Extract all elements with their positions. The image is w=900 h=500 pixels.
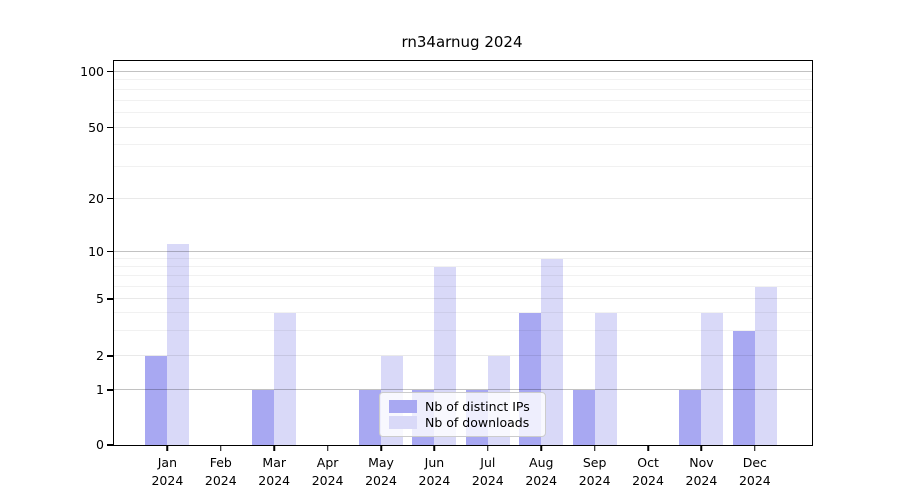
x-tick-label-jul: Jul 2024 [471, 455, 504, 489]
x-tick-label-jun: Jun 2024 [418, 455, 451, 489]
x-tick-may [380, 445, 382, 451]
minor-gridline-6 [114, 285, 812, 287]
x-tick-label-sep: Sep 2024 [578, 455, 611, 489]
y-tick-label-1: 1 [96, 382, 104, 398]
legend-label-distinct-ips: Nb of distinct IPs [425, 399, 530, 414]
bar-distinct-ips-sep [572, 390, 595, 445]
major-gridline-20 [114, 197, 812, 199]
x-tick-label-mar: Mar 2024 [258, 455, 291, 489]
y-tick-20 [107, 197, 113, 200]
legend-item-downloads: Nb of downloads [389, 415, 537, 430]
x-tick-dec [754, 445, 756, 451]
legend-swatch-distinct-ips [389, 400, 417, 413]
decade-gridline-10 [114, 250, 812, 252]
y-tick-label-10: 10 [88, 243, 104, 259]
legend-label-downloads: Nb of downloads [425, 415, 530, 430]
major-gridline-5 [114, 298, 812, 300]
legend-swatch-downloads [389, 416, 417, 429]
minor-gridline-60 [114, 112, 812, 114]
decade-gridline-1 [114, 389, 812, 391]
x-tick-apr [326, 445, 329, 451]
x-tick-label-may: May 2024 [365, 455, 397, 489]
minor-gridline-9 [114, 257, 812, 259]
bar-downloads-jan [167, 244, 190, 445]
bar-distinct-ips-mar [252, 390, 275, 445]
bar-distinct-ips-nov [679, 390, 702, 445]
bar-distinct-ips-may [359, 390, 382, 445]
x-tick-mar [273, 445, 275, 451]
y-tick-0 [107, 444, 113, 446]
y-tick-label-100: 100 [80, 63, 104, 79]
major-gridline-50 [114, 126, 812, 128]
x-tick-aug [540, 445, 542, 451]
bar-downloads-dec [754, 286, 777, 445]
y-tick-label-50: 50 [88, 119, 104, 135]
minor-gridline-8 [114, 266, 812, 268]
minor-gridline-40 [114, 144, 812, 145]
x-tick-label-nov: Nov 2024 [685, 455, 718, 489]
x-tick-jan [166, 445, 169, 451]
y-tick-label-2: 2 [96, 348, 104, 363]
minor-gridline-30 [114, 166, 812, 168]
x-tick-sep [593, 445, 596, 451]
chart-title: rn34arnug 2024 [401, 33, 523, 51]
y-tick-1 [107, 389, 113, 391]
minor-gridline-80 [114, 88, 812, 90]
x-tick-jun [433, 445, 436, 451]
x-tick-label-oct: Oct 2024 [632, 455, 664, 489]
y-tick-50 [107, 126, 113, 129]
bar-downloads-mar [274, 313, 297, 445]
x-tick-feb [220, 445, 222, 451]
bar-downloads-sep [594, 313, 617, 445]
x-tick-jul [487, 445, 489, 451]
y-tick-label-5: 5 [96, 291, 104, 307]
decade-gridline-100 [114, 70, 812, 72]
y-tick-100 [107, 70, 113, 73]
bar-downloads-nov [701, 313, 724, 445]
minor-gridline-4 [114, 312, 812, 314]
legend: Nb of distinct IPs Nb of downloads [379, 392, 546, 437]
legend-item-distinct-ips: Nb of distinct IPs [389, 399, 537, 414]
bar-distinct-ips-jan [145, 356, 168, 445]
x-tick-nov [700, 445, 703, 451]
y-tick-10 [107, 250, 113, 253]
plot-area: 0 1 2 5 10 20 50 100 Jan 2024 Feb 2024 Mar 2024 Apr… [80, 60, 813, 488]
y-tick-label-20: 20 [88, 190, 104, 206]
x-tick-label-dec: Dec 2024 [738, 455, 771, 489]
y-tick-2 [107, 355, 113, 357]
y-tick-5 [107, 298, 113, 300]
minor-gridline-3 [114, 329, 812, 331]
minor-gridline-90 [114, 79, 812, 81]
major-gridline-2 [114, 355, 812, 356]
x-tick-label-aug: Aug 2024 [525, 455, 558, 489]
x-tick-label-jan: Jan 2024 [151, 455, 184, 489]
minor-gridline-7 [114, 275, 812, 277]
bar-downloads-aug [541, 258, 564, 445]
x-tick-label-apr: Apr 2024 [311, 455, 344, 489]
x-tick-oct [647, 445, 649, 451]
y-tick-label-0: 0 [96, 437, 104, 452]
x-tick-label-feb: Feb 2024 [204, 455, 237, 489]
bar-distinct-ips-dec [732, 330, 755, 445]
minor-gridline-70 [114, 99, 812, 101]
